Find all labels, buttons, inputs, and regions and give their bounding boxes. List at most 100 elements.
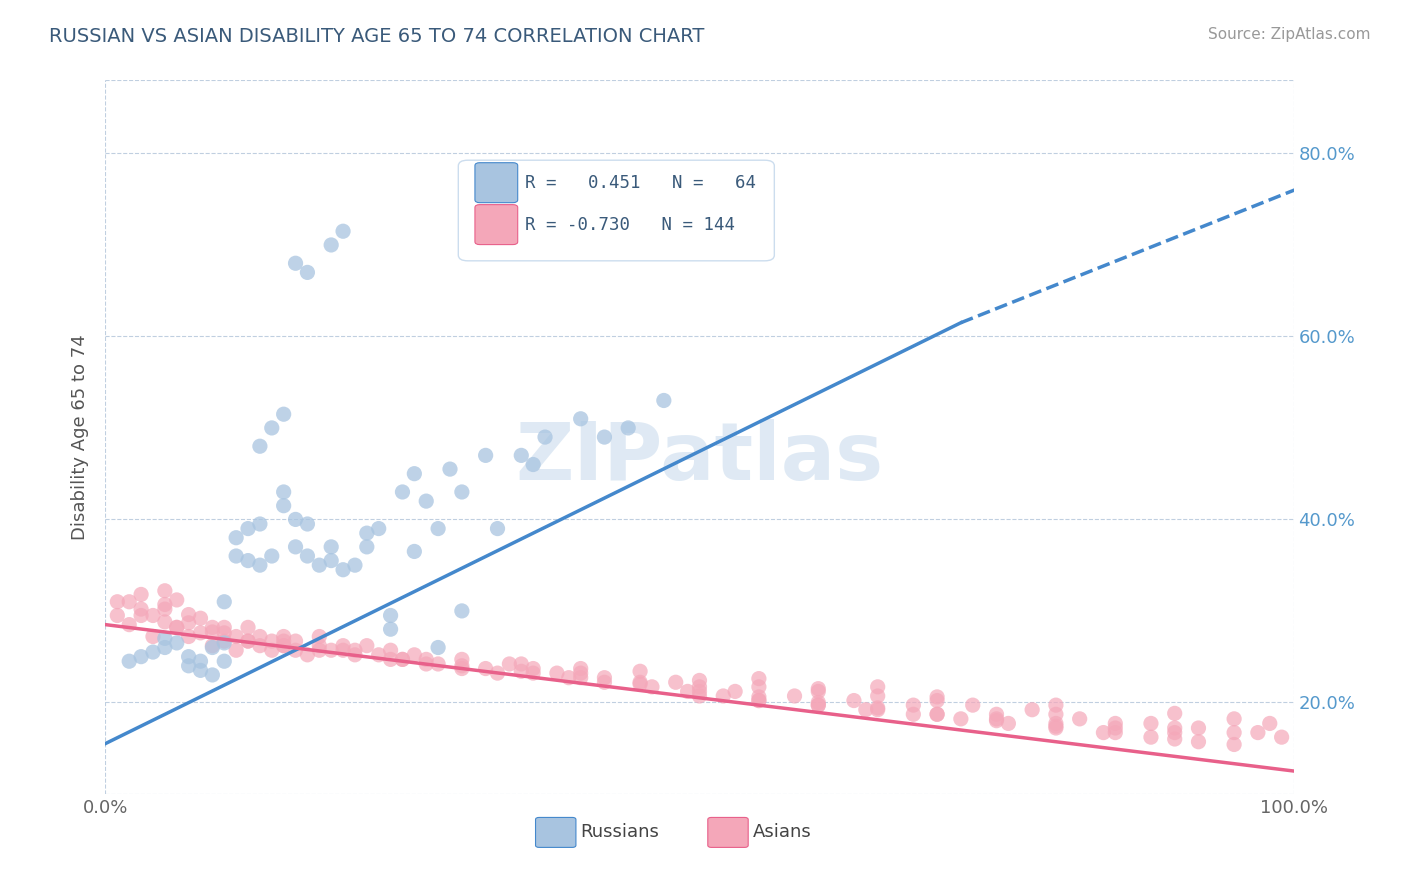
Point <box>260 634 283 648</box>
Point <box>166 620 188 634</box>
Text: R =   0.451   N =   64: R = 0.451 N = 64 <box>524 174 756 192</box>
Point <box>177 658 200 673</box>
Point <box>273 639 295 653</box>
Point <box>807 681 830 696</box>
Point <box>617 421 640 435</box>
Point <box>1045 698 1067 713</box>
Point <box>142 630 165 644</box>
Point <box>249 630 271 644</box>
Point <box>166 593 188 607</box>
Point <box>450 604 472 618</box>
Point <box>593 675 616 690</box>
Point <box>925 693 948 707</box>
Point <box>925 707 948 722</box>
Point <box>1092 725 1115 739</box>
Point <box>404 648 426 662</box>
Point <box>628 675 651 690</box>
Point <box>689 684 711 698</box>
Point <box>118 595 141 609</box>
Point <box>166 620 188 634</box>
Point <box>214 634 236 648</box>
Point <box>474 661 496 675</box>
Point <box>214 595 236 609</box>
Point <box>343 558 366 573</box>
Point <box>439 462 461 476</box>
Point <box>236 553 259 567</box>
Point <box>474 449 496 463</box>
Point <box>486 522 509 536</box>
Point <box>214 636 236 650</box>
Point <box>1223 725 1246 739</box>
Text: R = -0.730   N = 144: R = -0.730 N = 144 <box>524 216 735 234</box>
Point <box>962 698 984 713</box>
Point <box>404 467 426 481</box>
Point <box>273 639 295 653</box>
Point <box>273 634 295 648</box>
Point <box>332 643 354 657</box>
Point <box>177 607 200 622</box>
Point <box>510 449 533 463</box>
Point <box>689 680 711 694</box>
Point <box>129 649 152 664</box>
Point <box>356 540 378 554</box>
Point <box>190 611 212 625</box>
Text: RUSSIAN VS ASIAN DISABILITY AGE 65 TO 74 CORRELATION CHART: RUSSIAN VS ASIAN DISABILITY AGE 65 TO 74… <box>49 27 704 45</box>
Point <box>236 620 259 634</box>
Point <box>628 665 651 679</box>
Point <box>356 639 378 653</box>
Point <box>925 690 948 704</box>
Point <box>1045 716 1067 731</box>
Point <box>273 499 295 513</box>
Point <box>1045 707 1067 722</box>
Point <box>273 630 295 644</box>
Point <box>308 643 330 657</box>
Point <box>367 522 389 536</box>
Point <box>427 522 450 536</box>
Point <box>498 657 520 671</box>
Point <box>1021 703 1043 717</box>
Point <box>569 411 592 425</box>
Point <box>676 684 699 698</box>
Point <box>855 703 877 717</box>
Point <box>177 615 200 630</box>
Point <box>225 630 247 644</box>
Point <box>297 648 319 662</box>
Point <box>118 617 141 632</box>
Point <box>380 608 402 623</box>
Point <box>748 680 770 694</box>
Point <box>153 602 176 616</box>
Point <box>1258 716 1281 731</box>
Point <box>190 625 212 640</box>
Point <box>284 512 307 526</box>
Point <box>153 598 176 612</box>
Point <box>1045 721 1067 735</box>
Point <box>569 671 592 685</box>
Point <box>1140 730 1163 744</box>
Point <box>807 695 830 709</box>
Point <box>1164 706 1187 721</box>
Point <box>807 698 830 713</box>
Point <box>1104 725 1126 739</box>
Point <box>450 661 472 675</box>
Point <box>450 485 472 500</box>
Point <box>391 652 413 666</box>
Point <box>356 526 378 541</box>
Point <box>297 549 319 563</box>
Point <box>284 643 307 657</box>
Point <box>343 643 366 657</box>
Point <box>866 689 889 703</box>
Point <box>190 664 212 678</box>
Text: Russians: Russians <box>581 823 659 841</box>
Point <box>593 671 616 685</box>
Point <box>249 439 271 453</box>
Point <box>249 516 271 531</box>
Point <box>391 485 413 500</box>
Point <box>201 620 224 634</box>
Point <box>1069 712 1091 726</box>
Point <box>522 661 544 675</box>
Point <box>807 698 830 713</box>
Point <box>903 707 925 722</box>
Point <box>308 639 330 653</box>
Point <box>748 672 770 686</box>
Point <box>260 421 283 435</box>
